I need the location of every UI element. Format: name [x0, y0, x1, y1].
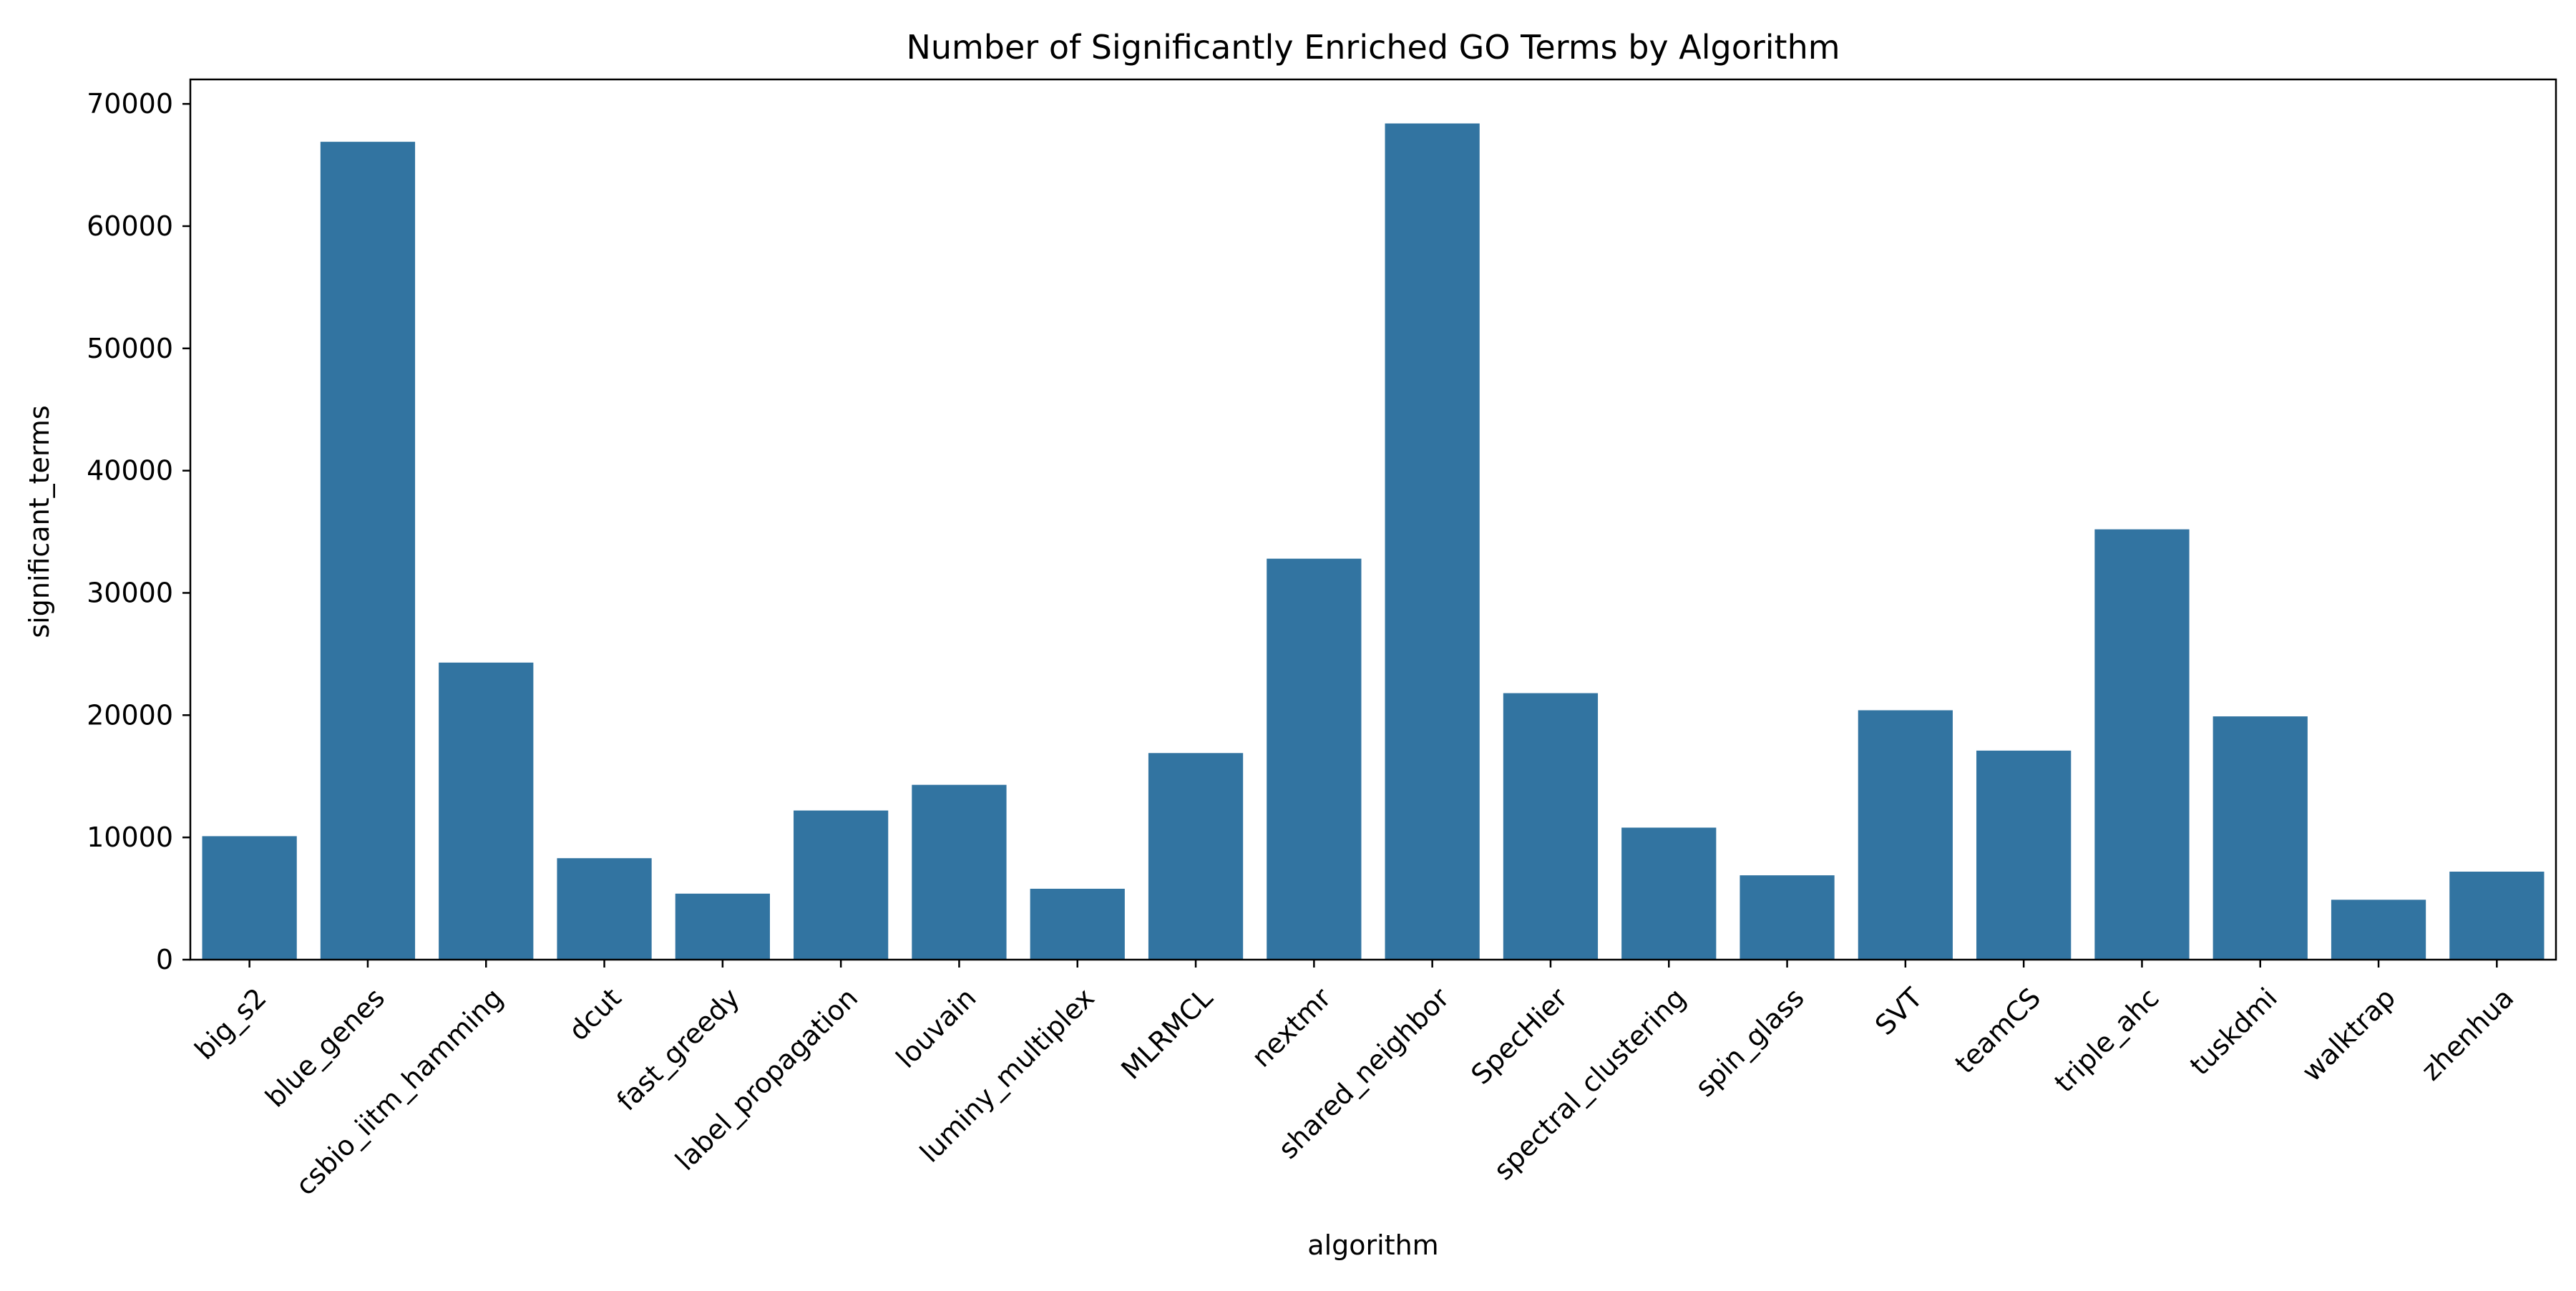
bar-luminy_multiplex [1030, 888, 1125, 960]
bar-tuskdmi [2212, 716, 2308, 960]
bar-SVT [1858, 710, 1953, 960]
bar-fast_greedy [675, 893, 770, 960]
bar-nextmr [1267, 558, 1362, 960]
x-tick-label: teamCS [1949, 982, 2047, 1080]
y-tick-label: 70000 [87, 88, 173, 120]
bar-blue_genes [320, 142, 416, 960]
y-tick-label: 50000 [87, 333, 173, 364]
bar-zhenhua [2449, 872, 2545, 960]
bar-triple_ahc [2094, 529, 2190, 960]
y-tick-label: 40000 [87, 455, 173, 487]
y-tick-label: 20000 [87, 699, 173, 731]
x-axis-label: algorithm [1307, 1229, 1438, 1261]
bar-MLRMCL [1148, 753, 1244, 960]
bar-label_propagation [794, 810, 889, 960]
x-tick-label: louvain [890, 982, 982, 1074]
y-axis-ticks: 0 10000 20000 30000 40000 50000 60000 70000 [87, 88, 190, 975]
y-tick-label: 0 [156, 944, 173, 975]
x-tick-label: nextmr [1246, 982, 1337, 1073]
bar-csbio_iitm_hamming [439, 662, 534, 960]
y-axis-label: significant_terms [24, 405, 55, 638]
bar-dcut [557, 858, 652, 960]
x-tick-label: MLRMCL [1115, 982, 1219, 1086]
x-tick-label: triple_ahc [2049, 982, 2165, 1098]
x-tick-label: tuskdmi [2184, 982, 2283, 1081]
bar-SpecHier [1503, 693, 1599, 960]
y-tick-label: 60000 [87, 210, 173, 242]
bar-spectral_clustering [1621, 827, 1717, 960]
x-tick-label: dcut [562, 982, 628, 1047]
chart-title: Number of Significantly Enriched GO Term… [906, 28, 1840, 67]
plot-frame [189, 78, 2557, 961]
bar-shared_neighbor [1385, 123, 1480, 960]
y-tick-label: 10000 [87, 822, 173, 853]
x-tick-label: walktrap [2296, 982, 2402, 1088]
x-tick-label: fast_greedy [610, 982, 746, 1117]
x-tick-label: csbio_iitm_hamming [290, 982, 509, 1202]
x-tick-label: SVT [1869, 981, 1929, 1041]
y-tick-label: 30000 [87, 578, 173, 609]
x-tick-label: zhenhua [2415, 982, 2519, 1086]
x-tick-label: big_s2 [189, 982, 273, 1066]
x-tick-label: blue_genes [259, 982, 391, 1114]
bar-teamCS [1976, 750, 2072, 960]
bar-big_s2 [202, 836, 297, 960]
bar-walktrap [2331, 900, 2426, 960]
bar-spin_glass [1740, 875, 1835, 960]
bar-louvain [912, 784, 1007, 960]
x-tick-label: spectral_clustering [1488, 982, 1692, 1186]
bars-layer [202, 123, 2545, 960]
x-tick-label: spin_glass [1689, 982, 1810, 1103]
x-tick-label: SpecHier [1465, 982, 1574, 1091]
